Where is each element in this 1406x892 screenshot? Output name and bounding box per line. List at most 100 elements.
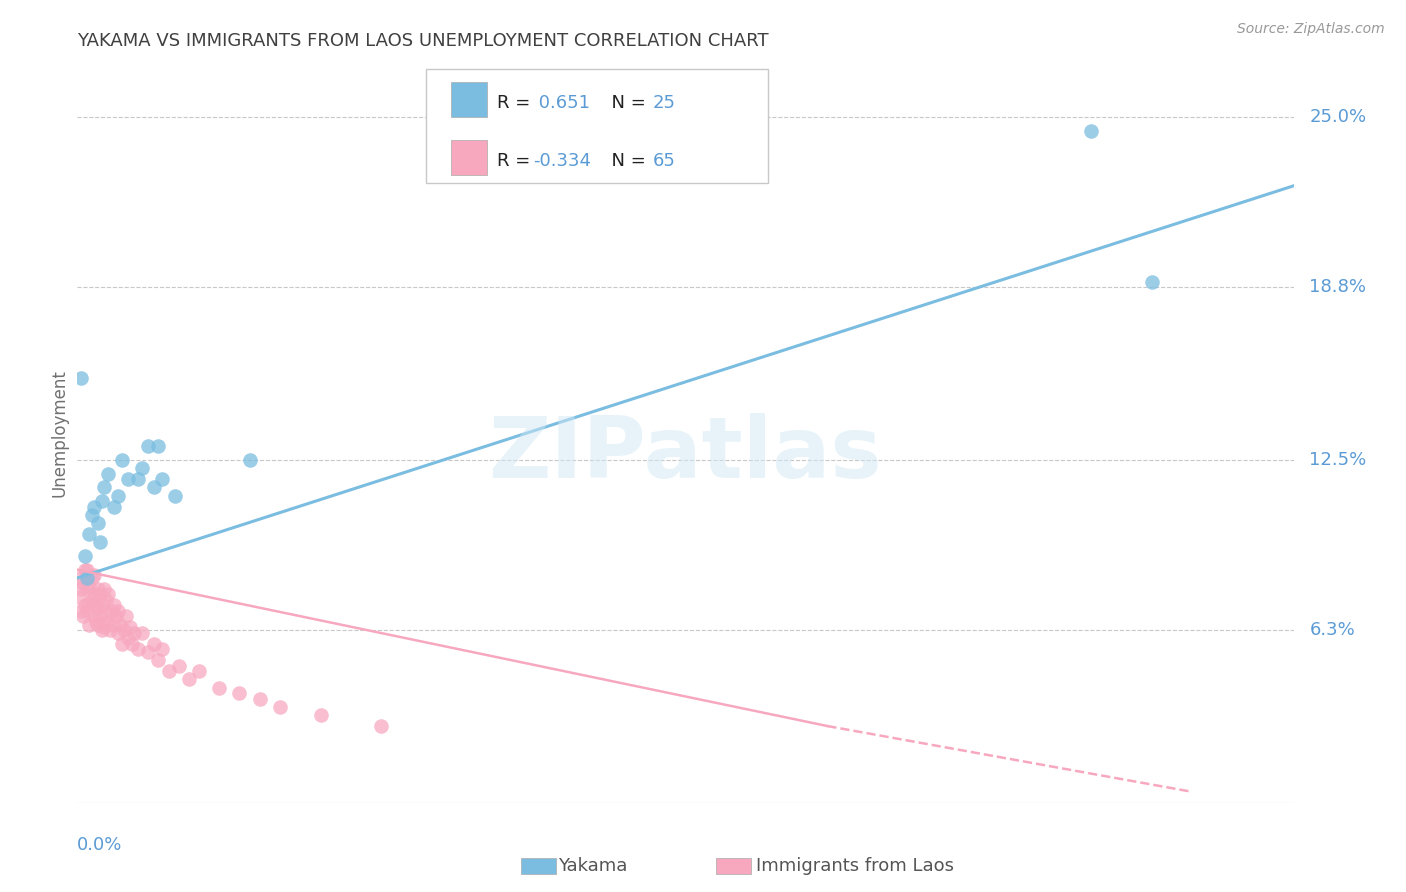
Point [127,642,149,657]
Point [107,489,129,503]
Point [127,472,149,486]
Point [94,615,117,629]
Point [72,609,94,624]
Text: 12.5%: 12.5% [1309,451,1367,469]
Point [72,576,94,591]
Point [370,719,392,733]
Point [93,620,115,634]
Point [79,617,101,632]
Text: 65: 65 [652,152,675,169]
Point [84,615,107,629]
Point [93,480,115,494]
Point [67,590,90,604]
Point [188,664,211,678]
Point [157,664,180,678]
Text: ZIPatlas: ZIPatlas [488,413,883,496]
Text: 6.3%: 6.3% [1309,621,1355,639]
Point [83,609,105,624]
Point [86,617,108,632]
Point [143,480,166,494]
Point [131,625,153,640]
Point [80,571,103,585]
Point [103,599,125,613]
Point [90,623,112,637]
Point [84,599,107,613]
Point [103,617,125,632]
Point [97,587,120,601]
Point [107,625,129,640]
Point [111,453,134,467]
Text: 25.0%: 25.0% [1309,108,1367,127]
Point [121,637,143,651]
Point [228,686,250,700]
FancyBboxPatch shape [522,857,555,874]
Text: YAKAMA VS IMMIGRANTS FROM LAOS UNEMPLOYMENT CORRELATION CHART: YAKAMA VS IMMIGRANTS FROM LAOS UNEMPLOYM… [77,32,769,50]
Point [136,645,159,659]
Point [67,571,90,585]
Point [83,587,105,601]
Point [90,494,112,508]
Point [83,500,105,514]
Point [89,609,111,624]
Text: Immigrants from Laos: Immigrants from Laos [756,856,953,875]
Point [80,508,103,522]
Point [76,582,98,596]
Point [79,596,101,610]
Point [76,563,98,577]
Point [70,371,93,385]
Point [70,582,93,596]
Text: N =: N = [600,95,652,112]
Point [75,563,97,577]
Point [208,681,231,695]
Point [86,582,108,596]
Point [89,587,111,601]
Point [148,653,170,667]
FancyBboxPatch shape [716,857,751,874]
Point [1140,275,1163,289]
Point [86,601,108,615]
Point [79,579,101,593]
Text: 18.8%: 18.8% [1309,278,1367,296]
Text: R =: R = [496,152,536,169]
Point [98,623,121,637]
Point [117,472,139,486]
Point [75,549,97,563]
Text: Yakama: Yakama [558,856,627,875]
FancyBboxPatch shape [451,139,488,175]
Y-axis label: Unemployment: Unemployment [51,368,69,497]
Point [167,658,190,673]
Text: 0.0%: 0.0% [77,836,122,855]
Point [131,461,153,475]
Point [152,642,174,657]
Point [101,604,124,618]
FancyBboxPatch shape [426,69,768,183]
Point [86,516,108,530]
Point [108,617,131,632]
FancyBboxPatch shape [451,82,488,118]
Text: 25: 25 [652,95,676,112]
Point [117,632,139,646]
Point [115,609,138,624]
Point [239,453,262,467]
Point [75,599,97,613]
Text: R =: R = [496,95,536,112]
Point [136,439,159,453]
Point [104,609,127,624]
Point [93,582,115,596]
Point [107,604,129,618]
Point [89,535,111,549]
Point [143,637,166,651]
Point [118,620,141,634]
Text: N =: N = [600,152,652,169]
Point [309,708,332,723]
Point [90,599,112,613]
Point [122,625,145,640]
Point [111,637,134,651]
Point [83,568,105,582]
Point [103,500,125,514]
Point [79,527,101,541]
Point [163,489,186,503]
Point [269,699,291,714]
Point [94,593,117,607]
Point [97,607,120,621]
